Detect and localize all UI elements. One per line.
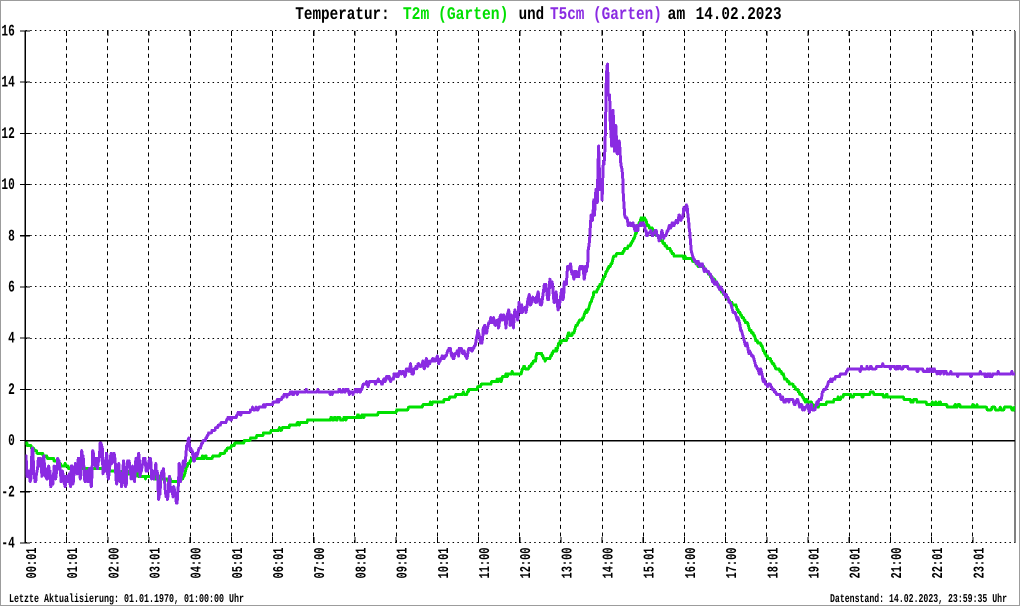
svg-text:23:01: 23:01 <box>972 548 989 579</box>
svg-text:01:01: 01:01 <box>66 548 83 579</box>
svg-text:-2: -2 <box>1 484 14 502</box>
svg-text:04:00: 04:00 <box>189 548 206 579</box>
svg-text:12: 12 <box>1 126 14 144</box>
svg-text:am: am <box>668 5 686 25</box>
svg-text:21:00: 21:00 <box>889 548 906 579</box>
svg-text:Datenstand: 14.02.2023, 23:59:: Datenstand: 14.02.2023, 23:59:35 Uhr <box>830 592 1007 606</box>
svg-text:14: 14 <box>1 75 15 93</box>
svg-text:06:01: 06:01 <box>271 548 288 579</box>
svg-text:8: 8 <box>8 228 15 246</box>
svg-text:2: 2 <box>8 382 15 400</box>
svg-text:und: und <box>519 5 545 25</box>
svg-text:22:01: 22:01 <box>931 548 948 579</box>
svg-text:19:01: 19:01 <box>807 548 824 579</box>
svg-text:4: 4 <box>8 331 15 349</box>
svg-text:10:01: 10:01 <box>436 548 453 579</box>
svg-text:14.02.2023: 14.02.2023 <box>696 5 782 25</box>
svg-text:07:00: 07:00 <box>313 548 330 579</box>
svg-text:17:00: 17:00 <box>725 548 742 579</box>
svg-text:Temperatur:: Temperatur: <box>295 5 389 25</box>
svg-text:Letzte Aktualisierung: 01.01.1: Letzte Aktualisierung: 01.01.1970, 01:00… <box>9 592 244 606</box>
svg-text:16:00: 16:00 <box>683 548 700 579</box>
svg-text:03:01: 03:01 <box>148 548 165 579</box>
svg-text:-4: -4 <box>1 536 15 554</box>
svg-text:14:00: 14:00 <box>601 548 618 579</box>
svg-text:00:01: 00:01 <box>24 548 41 579</box>
svg-text:09:01: 09:01 <box>395 548 412 579</box>
svg-text:0: 0 <box>8 433 15 451</box>
svg-text:20:01: 20:01 <box>848 548 865 579</box>
svg-text:15:01: 15:01 <box>642 548 659 579</box>
svg-text:10: 10 <box>1 177 14 195</box>
svg-text:05:01: 05:01 <box>230 548 247 579</box>
svg-text:11:00: 11:00 <box>477 548 494 579</box>
svg-text:12:00: 12:00 <box>519 548 536 579</box>
svg-text:6: 6 <box>8 280 15 298</box>
svg-text:16: 16 <box>1 24 14 42</box>
svg-text:13:00: 13:00 <box>560 548 577 579</box>
svg-text:T5cm (Garten): T5cm (Garten) <box>550 5 662 25</box>
svg-text:T2m (Garten): T2m (Garten) <box>403 5 509 25</box>
svg-text:08:01: 08:01 <box>354 548 371 579</box>
svg-text:18:01: 18:01 <box>766 548 783 579</box>
svg-text:02:00: 02:00 <box>107 548 124 579</box>
